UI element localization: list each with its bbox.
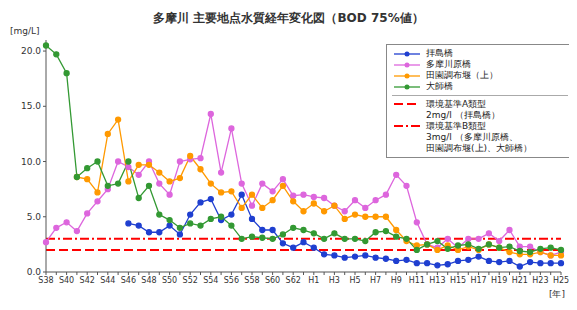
- svg-text:20.0: 20.0: [21, 46, 41, 56]
- html-text:田園調布堰（上）: 田園調布堰（上）: [426, 70, 498, 80]
- svg-text:S46: S46: [121, 276, 136, 285]
- html-text:多摩川 主要地点水質経年変化図（BOD 75%値）: 多摩川 主要地点水質経年変化図（BOD 75%値）: [153, 11, 424, 25]
- svg-text:H21: H21: [512, 276, 528, 285]
- html-text:[年]: [年]: [549, 289, 565, 299]
- svg-text:H9: H9: [391, 276, 402, 285]
- svg-text:S40: S40: [59, 276, 74, 285]
- svg-text:H15: H15: [450, 276, 466, 285]
- svg-text:H11: H11: [409, 276, 425, 285]
- svg-text:H17: H17: [470, 276, 486, 285]
- svg-text:S44: S44: [100, 276, 115, 285]
- svg-text:S42: S42: [80, 276, 95, 285]
- svg-text:H5: H5: [349, 276, 360, 285]
- html-text:田園調布堰(上)、大師橋）: 田園調布堰(上)、大師橋）: [426, 143, 532, 153]
- svg-text:S60: S60: [265, 276, 280, 285]
- svg-text:S56: S56: [224, 276, 239, 285]
- html-text:3mg/l （多摩川原橋、: 3mg/l （多摩川原橋、: [426, 132, 518, 142]
- svg-text:15.0: 15.0: [21, 101, 41, 111]
- svg-text:10.0: 10.0: [21, 157, 41, 167]
- svg-text:S48: S48: [141, 276, 156, 285]
- svg-text:S52: S52: [183, 276, 198, 285]
- html-text:2mg/l （拝島橋）: 2mg/l （拝島橋）: [426, 110, 500, 120]
- svg-text:5.0: 5.0: [27, 212, 42, 222]
- html-text:環境基準A類型: 環境基準A類型: [426, 99, 487, 109]
- svg-text:H13: H13: [429, 276, 445, 285]
- html-text:環境基準B類型: 環境基準B類型: [426, 121, 487, 131]
- html-text:多摩川原橋: 多摩川原橋: [426, 59, 471, 69]
- svg-text:H25: H25: [553, 276, 569, 285]
- html-text:大師橋: 大師橋: [426, 81, 453, 91]
- svg-text:S62: S62: [286, 276, 301, 285]
- html-text:拝島橋: 拝島橋: [426, 48, 453, 58]
- svg-text:H19: H19: [491, 276, 507, 285]
- svg-text:H1: H1: [308, 276, 319, 285]
- svg-text:S38: S38: [38, 275, 54, 285]
- svg-text:S50: S50: [162, 276, 177, 285]
- svg-text:S54: S54: [203, 276, 218, 285]
- svg-text:H7: H7: [370, 276, 381, 285]
- svg-text:0.0: 0.0: [27, 267, 42, 277]
- svg-text:S58: S58: [244, 276, 259, 285]
- html-text:[mg/L]: [mg/L]: [10, 26, 40, 36]
- svg-text:H3: H3: [329, 276, 340, 285]
- svg-text:H23: H23: [532, 276, 548, 285]
